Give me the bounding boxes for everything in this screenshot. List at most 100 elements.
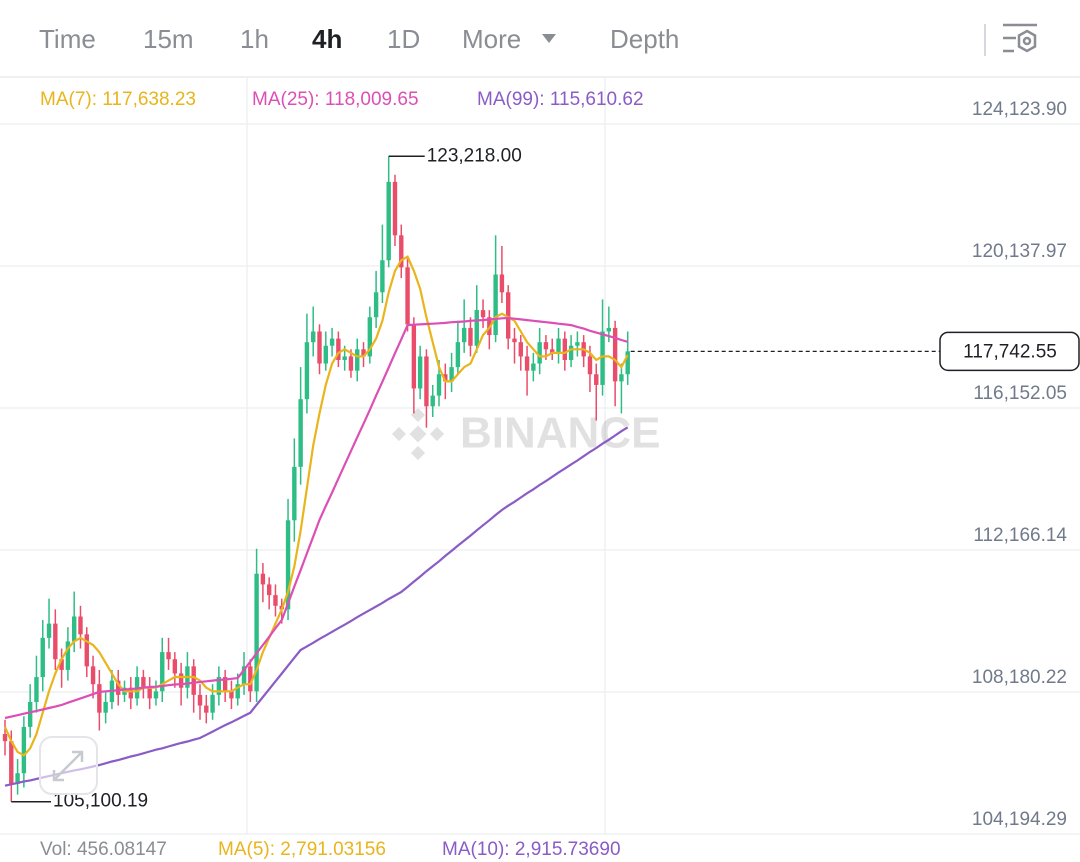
logo-part xyxy=(410,445,426,461)
last-price-box xyxy=(939,331,1080,372)
candle-body xyxy=(468,327,473,346)
candle-body xyxy=(455,342,461,368)
candle-body xyxy=(524,356,530,371)
candle-body xyxy=(172,659,178,674)
candle-body xyxy=(65,641,71,670)
tab[interactable]: More xyxy=(462,24,521,54)
candle-body xyxy=(600,331,605,385)
candle-body xyxy=(480,310,486,318)
candle-body xyxy=(285,520,291,610)
candle-body xyxy=(562,338,568,360)
candle-body xyxy=(380,260,385,293)
candle-body xyxy=(392,181,398,236)
tab[interactable]: 4h xyxy=(312,24,342,54)
candle-body xyxy=(619,374,624,382)
candle-body xyxy=(329,338,335,346)
candle-body xyxy=(90,666,96,685)
candle-body xyxy=(9,741,14,784)
candle-body xyxy=(197,694,203,706)
candle-body xyxy=(103,701,108,713)
candle-body xyxy=(204,705,209,713)
candle-body xyxy=(531,363,536,371)
zoom-icon xyxy=(52,750,84,782)
candle-body xyxy=(248,666,253,692)
candle-body xyxy=(191,666,196,695)
candle-body xyxy=(160,652,165,692)
candle-body xyxy=(210,694,215,713)
y-tick-label: 108,180.22 xyxy=(972,667,1067,688)
candle-body xyxy=(411,324,417,389)
tab[interactable]: 15m xyxy=(143,24,194,54)
y-tick-label: 116,152.05 xyxy=(973,383,1067,404)
candle-body xyxy=(84,634,89,667)
candle-body xyxy=(27,701,33,727)
candle-body xyxy=(512,338,517,343)
icon-dot xyxy=(1022,36,1032,46)
candle-body xyxy=(166,652,171,660)
candle-body xyxy=(606,327,612,332)
tab[interactable]: Time xyxy=(39,24,96,54)
candle-body xyxy=(568,345,574,360)
candle-body xyxy=(499,274,505,293)
candle-body xyxy=(474,310,479,346)
candle-body xyxy=(594,374,599,385)
candle-body xyxy=(147,687,152,699)
tab[interactable]: 1D xyxy=(387,24,420,54)
ma-legend: MA(25): 118,009.65 xyxy=(252,89,419,110)
candle-body xyxy=(575,342,580,346)
candle-body xyxy=(53,623,58,660)
ma-legend: MA(7): 117,638.23 xyxy=(40,89,196,110)
y-tick-label: 124,123.90 xyxy=(972,99,1067,120)
candle-body xyxy=(399,235,404,268)
y-tick-label: 120,137.97 xyxy=(972,241,1067,262)
tab[interactable]: Depth xyxy=(610,24,679,54)
logo-part xyxy=(410,407,426,423)
candle-body xyxy=(424,356,429,407)
candle-body xyxy=(556,338,561,353)
icon-hex xyxy=(1017,29,1037,53)
candle-body xyxy=(386,181,391,261)
watermark-logo xyxy=(391,407,445,461)
candle-body xyxy=(273,595,278,606)
candle-body xyxy=(222,677,228,692)
candle-body xyxy=(625,351,630,375)
candle-body xyxy=(46,623,52,638)
settings-icon[interactable] xyxy=(1003,23,1037,53)
candle-body xyxy=(216,677,222,695)
candle-body xyxy=(40,637,45,678)
y-tick-label: 104,194.29 xyxy=(972,809,1067,830)
toolbar: Time 15m 1h 4h 1D More Depth xyxy=(0,23,1080,78)
low-label: 105,100.19 xyxy=(53,791,148,812)
candle-body xyxy=(178,673,184,688)
candle-body xyxy=(304,342,310,400)
candle-body xyxy=(78,616,83,635)
candle-body xyxy=(15,773,20,784)
logo-part xyxy=(409,425,427,443)
candle-body xyxy=(59,659,64,670)
candle-body xyxy=(116,680,121,695)
candle-body xyxy=(361,349,366,357)
candle-body xyxy=(461,327,467,343)
candle-body xyxy=(612,327,618,382)
volume-legend: Vol: 456.08147 xyxy=(40,839,167,860)
candle-body xyxy=(355,349,360,371)
candle-body xyxy=(336,338,341,360)
candle-body xyxy=(141,677,146,688)
zoom-button[interactable] xyxy=(39,736,98,795)
candle-body xyxy=(97,684,102,713)
candle-body xyxy=(292,466,297,521)
candle-body xyxy=(153,691,159,699)
candle-body xyxy=(2,734,8,742)
candle-body xyxy=(550,349,555,353)
candle-body xyxy=(34,677,39,702)
candle-body xyxy=(537,342,542,364)
tab[interactable]: 1h xyxy=(240,24,269,54)
candle-body xyxy=(373,292,379,318)
watermark-text: BINANCE xyxy=(460,409,660,458)
candle-body xyxy=(21,726,27,774)
candle-body xyxy=(543,342,549,350)
candle-body xyxy=(506,292,511,339)
candle-body xyxy=(241,666,247,685)
watermark: BINANCE xyxy=(391,407,660,461)
